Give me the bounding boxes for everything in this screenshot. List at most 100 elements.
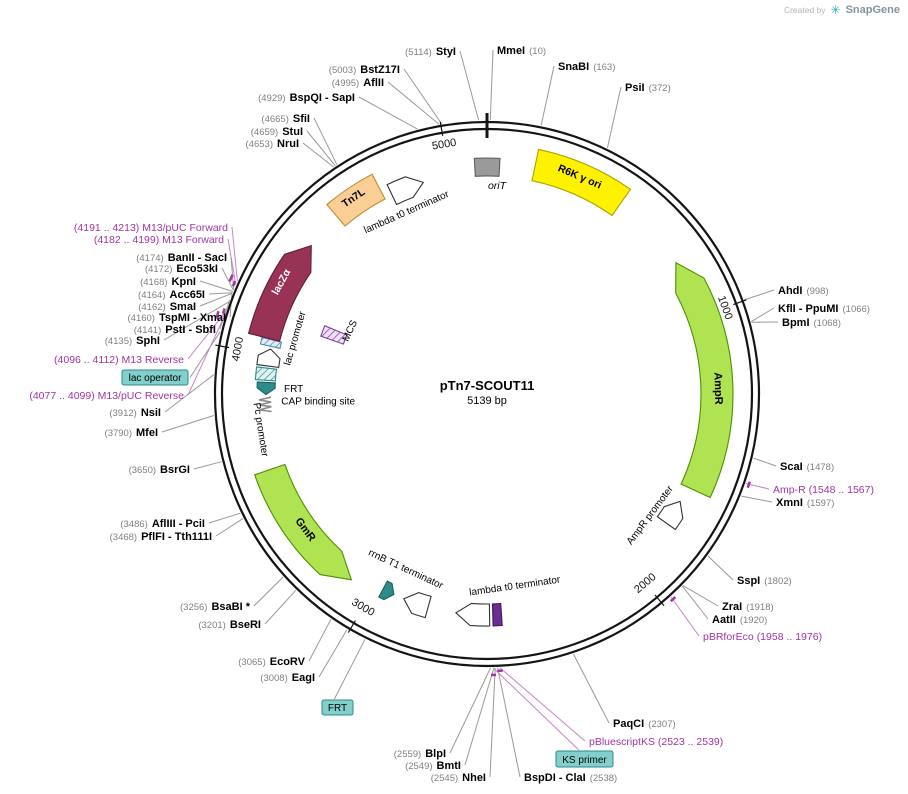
feature-label-orit[interactable]: oriT [488,180,508,192]
feature-label-rrnb-t1-terminator[interactable]: rrnB T1 terminator [367,548,446,592]
callout-line-bseri [264,589,297,625]
callout-line-bsabi [253,576,284,607]
callout-line-mmei [489,49,494,121]
site-label-bspqi-sapi[interactable]: (4929) BspQI - SapI [258,92,355,104]
site-label-nhei[interactable]: (2545) NheI [431,772,486,784]
feature-cap-binding-site[interactable] [254,366,278,382]
callout-line-stui [306,130,336,167]
site-label-psti-sbfi[interactable]: (4141) PstI - SbfI [134,324,216,336]
feature-lacza[interactable] [247,244,312,342]
primer-mark-m13-puc-forward[interactable] [228,274,234,283]
site-label-eagi[interactable]: (3008) EagI [260,672,315,684]
callout-line-blpi [449,667,491,754]
primer-mark-amp-r[interactable] [746,481,751,489]
site-label-aatii[interactable]: AatII (1920) [712,614,767,626]
site-label-mmei[interactable]: MmeI (10) [497,45,546,57]
feature-polylinker-box[interactable] [491,603,503,627]
callout-line-nrui [302,142,334,168]
site-label-bsabi[interactable]: (3256) BsaBI * [180,601,251,613]
site-label-kpni[interactable]: (4168) KpnI [140,276,196,288]
callout-line-ecorv [308,618,332,662]
site-label-pbrforeco[interactable]: pBRforEco (1958 .. 1976) [703,631,822,643]
primer-marks-layer [215,274,751,677]
feature-lac-promoter[interactable] [256,348,281,369]
boxed-label-lac-operator[interactable] [121,369,189,386]
callout-line-m13-puc-forward [231,226,238,282]
site-label-sspi[interactable]: SspI (1802) [737,575,792,587]
site-label-kfli-ppumi[interactable]: KflI - PpuMI (1066) [778,303,870,315]
callout-line-scai [753,457,777,467]
callout-line-smai [199,292,233,307]
site-label-tspmi-xmai[interactable]: (4160) TspMI - XmaI [128,312,227,324]
site-label-paqci[interactable]: PaqCI (2307) [613,718,676,730]
callout-line-pbluescriptks [499,667,586,742]
feature-label-lambda-t0-terminator-bottom[interactable]: lambda t0 terminator [469,574,562,598]
feature-rrnb-t1-terminator[interactable] [403,592,432,619]
feature-label-frt-left[interactable]: FRT [284,384,303,395]
site-label-snabi[interactable]: SnaBI (163) [558,61,615,73]
site-label-afliii-pcii[interactable]: (3486) AflIII - PciI [120,518,205,530]
site-label-banii-saci[interactable]: (4174) BanII - SacI [136,252,227,264]
site-label-eco53ki[interactable]: (4172) Eco53kI [145,263,218,275]
feature-gmr[interactable] [253,463,353,581]
feature-pc-promoter[interactable] [258,396,272,413]
site-label-bmti[interactable]: (2549) BmtI [405,760,461,772]
site-label-smai[interactable]: (4162) SmaI [138,301,196,313]
feature-ampr-promoter[interactable] [656,500,684,531]
site-label-stui[interactable]: (4659) StuI [251,126,303,138]
primer-mark-m13-forward[interactable] [231,280,237,287]
feature-lambda-t0-terminator-top[interactable] [386,176,425,206]
site-label-sphi[interactable]: (4135) SphI [105,335,160,347]
feature-mcs[interactable] [320,324,348,345]
site-label-bspdi-clai[interactable]: BspDI - ClaI (2538) [524,772,617,784]
tick-label-4000: 4000 [230,336,246,362]
feature-r6k-gamma-ori[interactable] [531,148,632,217]
primer-mark-m13-reverse[interactable] [221,308,226,314]
site-label-m13-forward[interactable]: (4182 .. 4199) M13 Forward [94,234,224,246]
boxed-label-ks-primer[interactable] [555,750,614,768]
site-label-sfii[interactable]: (4665) SfiI [261,113,310,125]
feature-ampr[interactable] [675,261,734,499]
site-label-pbluescriptks[interactable]: pBluescriptKS (2523 .. 2539) [589,736,723,748]
primer-mark-pbrforeco[interactable] [669,596,677,603]
site-label-psii[interactable]: PsiI (372) [625,82,671,94]
feature-tn7l[interactable] [326,173,386,227]
callout-line-frt [333,639,366,700]
site-label-xmni[interactable]: XmnI (1597) [776,497,834,509]
site-label-bstz17i[interactable]: (5003) BstZ17I [329,64,400,76]
site-label-bpmi[interactable]: BpmI (1068) [782,317,841,329]
site-label-m13-puc-reverse[interactable]: (4077 .. 4099) M13/pUC Reverse [29,390,184,402]
site-label-bsrgi[interactable]: (3650) BsrGI [129,464,190,476]
site-label-blpi[interactable]: (2559) BlpI [394,748,446,760]
callout-line-bspdi-clai [497,667,521,778]
site-label-mfei[interactable]: (3790) MfeI [105,427,158,439]
site-label-pflfi-tth111i[interactable]: (3468) PflFI - Tth111I [110,531,212,543]
site-label-nrui[interactable]: (4653) NruI [246,138,299,150]
tick-4000 [215,344,230,349]
site-label-aflii[interactable]: (4995) AflII [332,77,384,89]
site-label-ahdi[interactable]: AhdI (998) [778,285,829,297]
site-label-m13-reverse[interactable]: (4096 .. 4112) M13 Reverse [54,354,184,366]
feature-label-cap-binding-site[interactable]: CAP binding site [281,397,355,408]
site-label-acc65i[interactable]: (4164) Acc65I [138,289,205,301]
site-labels-layer: (5114) StyI (5003) BstZ17I(4995) AflII (4929)… [29,45,874,784]
callout-line-kpni [199,280,234,292]
feature-frt-left[interactable] [256,381,276,396]
boxed-label-frt[interactable] [321,699,354,716]
site-label-zrai[interactable]: ZraI (1918) [722,601,774,613]
feature-label-mcs[interactable]: MCS [341,318,360,343]
feature-frt-bottom[interactable] [378,580,395,601]
site-label-ecorv[interactable]: (3065) EcoRV [238,656,305,668]
primer-mark-m13-puc-reverse[interactable] [215,310,220,319]
callout-line-ks-primer [492,667,580,751]
site-label-m13-puc-forward[interactable]: (4191 .. 4213) M13/pUC Forward [74,222,228,234]
feature-orit[interactable] [473,157,501,177]
site-label-amp-r[interactable]: Amp-R (1548 .. 1567) [773,484,874,496]
site-label-bseri[interactable]: (3201) BseRI [198,619,261,631]
site-label-scai[interactable]: ScaI (1478) [780,461,834,473]
site-label-styi[interactable]: (5114) StyI [405,46,456,58]
site-label-nsii[interactable]: (3912) NsiI [109,407,161,419]
feature-lambda-t0-terminator-bottom[interactable] [454,602,491,627]
feature-lac-operator[interactable] [259,336,283,349]
feature-label-ampr[interactable]: AmpR [712,372,725,405]
